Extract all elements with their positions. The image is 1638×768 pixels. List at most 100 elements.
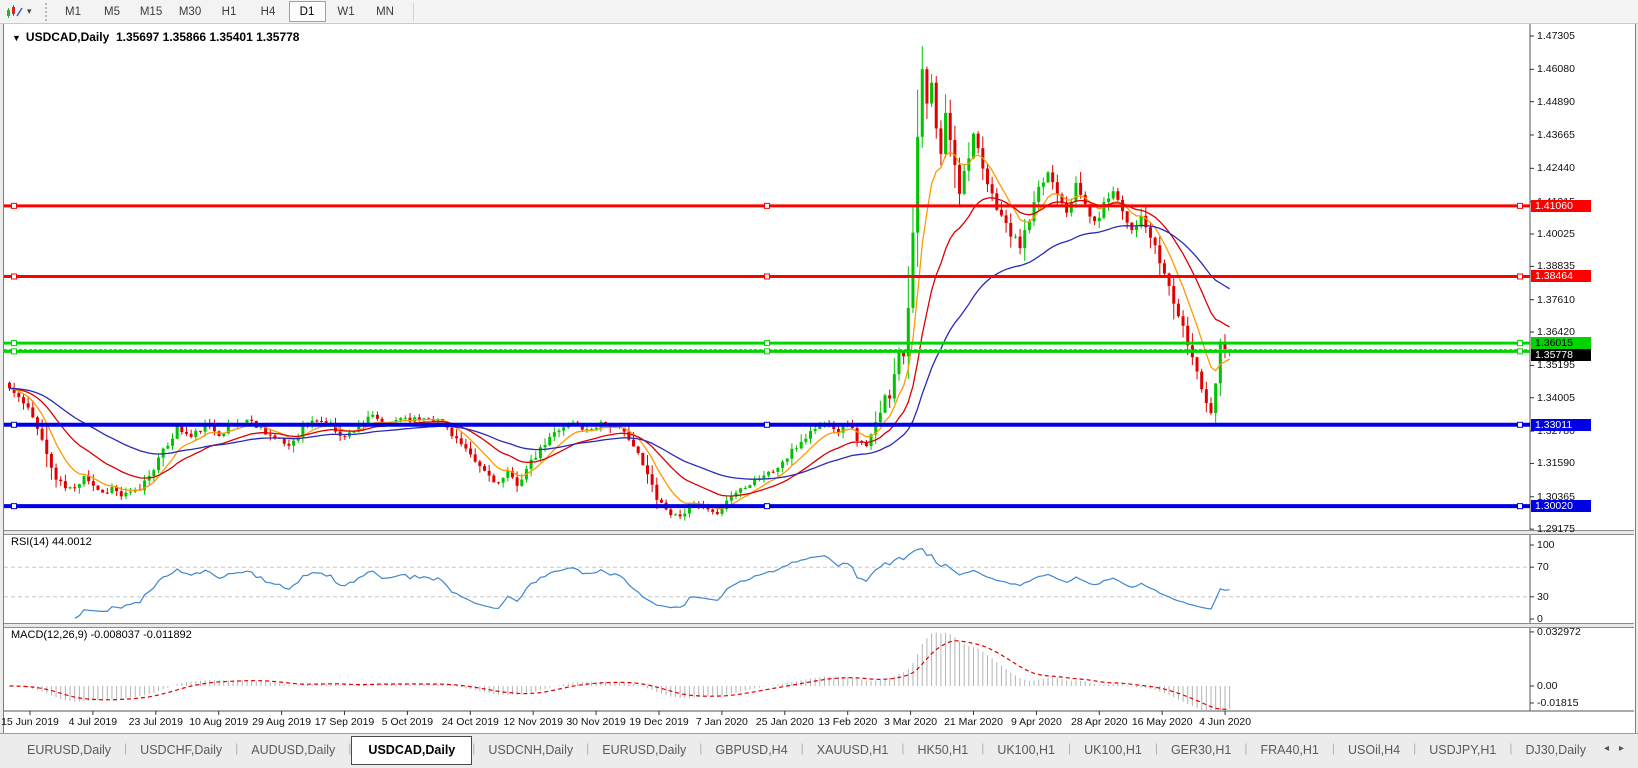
price-tick-label: 1.40025 — [1537, 228, 1575, 241]
date-tick-label: 25 Jan 2020 — [755, 716, 814, 728]
toolbar-separator — [412, 2, 414, 21]
chart-objects-button[interactable]: ▾ — [0, 0, 38, 23]
date-tick-label: 9 Apr 2020 — [1010, 716, 1062, 728]
tab-separator: | — [1413, 741, 1417, 755]
tab-separator: | — [1509, 741, 1513, 755]
price-level-badge: 1.36015 — [1531, 337, 1591, 350]
rsi-pane-splitter[interactable] — [4, 530, 1634, 535]
rsi-indicator-label: RSI(14) 44.0012 — [11, 536, 92, 548]
date-tick-label: 30 Nov 2019 — [566, 716, 626, 728]
timeframe-button-d1[interactable]: D1 — [288, 1, 326, 22]
tab-separator: | — [124, 741, 128, 755]
date-tick-label: 23 Jul 2019 — [128, 716, 183, 728]
chart-tabs: EURUSD,Daily | USDCHF,Daily | AUDUSD,Daily | U… — [0, 734, 1598, 765]
tab-scroll-right-icon[interactable]: ▸ — [1618, 743, 1624, 754]
price-tick-label: 1.47305 — [1537, 30, 1575, 42]
price-tick-label: 1.36420 — [1537, 326, 1575, 339]
tab-hk50-h1[interactable]: HK50,H1 — [917, 743, 969, 757]
tab-separator: | — [901, 741, 905, 755]
date-tick-label: 12 Nov 2019 — [503, 716, 563, 728]
macd-axis-label: 0.00 — [1537, 680, 1558, 692]
chart-plot-area[interactable] — [8, 28, 1530, 530]
chart-title: ▼ USDCAD,Daily 1.35697 1.35866 1.35401 1.… — [12, 30, 299, 44]
timeframe-toolbar: ▾ M1 M5 M15 M30 H1 H4 D1 W1 MN — [0, 0, 1638, 24]
tab-separator: | — [699, 741, 703, 755]
chart-title-caret-icon[interactable]: ▼ — [12, 33, 21, 43]
price-level-badge: 1.33011 — [1531, 418, 1591, 431]
timeframe-button-m15[interactable]: M15 — [139, 5, 163, 18]
tab-scroll-controls: ◂ ▸ — [1598, 734, 1638, 754]
chart-tab-bar: EURUSD,Daily | USDCHF,Daily | AUDUSD,Daily | U… — [0, 733, 1638, 768]
price-level-badge: 1.38464 — [1531, 270, 1591, 283]
timeframe-button-h4[interactable]: H4 — [260, 5, 276, 18]
tab-usdcnh-daily[interactable]: USDCNH,Daily — [488, 743, 574, 757]
toolbar-grip — [44, 2, 47, 21]
tab-separator: | — [981, 741, 985, 755]
date-tick-label: 3 Mar 2020 — [884, 716, 938, 728]
macd-indicator-label: MACD(12,26,9) -0.008037 -0.011892 — [11, 629, 192, 641]
chart-title-ohlc: 1.35697 1.35866 1.35401 1.35778 — [115, 30, 300, 44]
price-tick-label: 1.30365 — [1537, 490, 1575, 503]
tab-ger30-h1[interactable]: GER30,H1 — [1170, 743, 1232, 757]
price-tick-label: 1.35195 — [1537, 359, 1575, 372]
price-tick-label: 1.46080 — [1537, 63, 1575, 76]
tab-scroll-left-icon[interactable]: ◂ — [1603, 743, 1609, 754]
tab-uk100-h1[interactable]: UK100,H1 — [997, 743, 1055, 757]
date-tick-label: 29 Aug 2019 — [252, 716, 312, 728]
timeframe-buttons: M1 M5 M15 M30 H1 H4 D1 W1 MN — [54, 1, 405, 22]
tab-separator: | — [348, 741, 352, 755]
tab-separator: | — [1244, 741, 1248, 755]
date-tick-label: 28 Apr 2020 — [1070, 716, 1128, 728]
macd-pane-splitter[interactable] — [4, 623, 1634, 628]
date-tick-label: 21 Mar 2020 — [944, 716, 1003, 728]
timeframe-button-mn[interactable]: MN — [376, 5, 394, 18]
date-tick-label: 13 Feb 2020 — [818, 716, 878, 728]
tab-uk100-h1[interactable]: UK100,H1 — [1084, 743, 1142, 757]
tab-dj30-daily[interactable]: DJ30,Daily — [1525, 743, 1586, 757]
timeframe-button-m30[interactable]: M30 — [178, 5, 202, 18]
timeframe-button-m5[interactable]: M5 — [104, 5, 121, 18]
tab-usdcad-daily[interactable]: USDCAD,Daily — [351, 736, 473, 765]
tab-separator: | — [235, 741, 239, 755]
tab-separator: | — [1331, 741, 1335, 755]
tab-xauusd-h1[interactable]: XAUUSD,H1 — [816, 743, 889, 757]
price-level-badge: 1.41060 — [1531, 199, 1591, 212]
tab-separator: | — [586, 741, 590, 755]
date-tick-label: 4 Jul 2019 — [68, 716, 118, 728]
timeframe-button-h1[interactable]: H1 — [221, 5, 237, 18]
date-tick-label: 10 Aug 2019 — [189, 716, 249, 728]
macd-axis-label: 0.032972 — [1537, 625, 1581, 638]
date-tick-label: 15 Jun 2019 — [1, 716, 59, 728]
rsi-axis-label: 30 — [1537, 590, 1549, 603]
chart-objects-icon — [7, 5, 23, 18]
price-tick-label: 1.43665 — [1537, 129, 1575, 141]
macd-axis-label: -0.01815 — [1537, 697, 1579, 709]
tab-eurusd-daily[interactable]: EURUSD,Daily — [602, 743, 687, 757]
tab-eurusd-daily[interactable]: EURUSD,Daily — [27, 743, 112, 757]
timeframe-button-w1[interactable]: W1 — [337, 5, 355, 18]
tab-separator: | — [800, 741, 804, 755]
tab-usoil-h4[interactable]: USOil,H4 — [1348, 743, 1401, 757]
tab-usdchf-daily[interactable]: USDCHF,Daily — [140, 743, 223, 757]
price-tick-label: 1.38835 — [1537, 260, 1575, 273]
tab-usdjpy-h1[interactable]: USDJPY,H1 — [1429, 743, 1497, 757]
rsi-axis-label: 0 — [1537, 613, 1543, 625]
price-tick-label: 1.34005 — [1537, 391, 1575, 404]
tab-gbpusd-h4[interactable]: GBPUSD,H4 — [715, 743, 788, 757]
date-tick-label: 16 May 2020 — [1131, 716, 1193, 728]
tab-fra40-h1[interactable]: FRA40,H1 — [1260, 743, 1319, 757]
date-tick-label: 7 Jan 2020 — [695, 716, 748, 728]
date-tick-label: 19 Dec 2019 — [629, 716, 689, 728]
date-tick-label: 17 Sep 2019 — [314, 716, 375, 728]
date-tick-label: 4 Jun 2020 — [1199, 716, 1252, 728]
price-tick-label: 1.44890 — [1537, 95, 1575, 108]
date-tick-label: 5 Oct 2019 — [381, 716, 434, 728]
tab-separator: | — [472, 741, 476, 755]
chevron-down-icon: ▾ — [27, 6, 32, 16]
price-level-badge: 1.35778 — [1531, 349, 1591, 362]
rsi-axis-label: 100 — [1537, 539, 1555, 551]
tab-audusd-daily[interactable]: AUDUSD,Daily — [251, 743, 336, 757]
timeframe-button-m1[interactable]: M1 — [65, 5, 82, 18]
price-tick-label: 1.29175 — [1537, 523, 1575, 536]
